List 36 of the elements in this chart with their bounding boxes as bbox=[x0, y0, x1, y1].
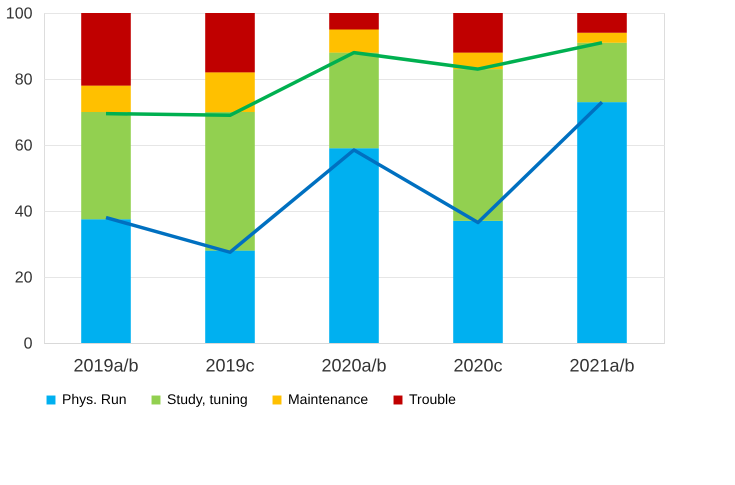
bar bbox=[329, 13, 379, 30]
x-tick-label: 2020a/b bbox=[321, 356, 387, 376]
bar bbox=[577, 32, 627, 43]
bar bbox=[205, 72, 255, 112]
bar bbox=[81, 112, 131, 220]
y-tick-label: 0 bbox=[24, 336, 33, 352]
x-tick-label: 2021a/b bbox=[569, 356, 635, 376]
bar bbox=[329, 148, 379, 343]
bar bbox=[453, 13, 503, 53]
legend-label: Trouble bbox=[409, 391, 456, 407]
legend-label: Phys. Run bbox=[62, 391, 127, 407]
bar bbox=[453, 220, 503, 343]
bar bbox=[577, 13, 627, 33]
bar bbox=[81, 86, 131, 112]
y-tick-label: 60 bbox=[14, 138, 33, 154]
line-series bbox=[104, 100, 604, 254]
bar bbox=[577, 102, 627, 343]
legend-label: Study, tuning bbox=[167, 391, 248, 407]
legend-label: Maintenance bbox=[288, 391, 368, 407]
line-series bbox=[104, 40, 604, 118]
y-tick-label: 100 bbox=[6, 6, 33, 22]
bar bbox=[205, 250, 255, 343]
x-tick-label: 2020c bbox=[453, 356, 503, 376]
y-tick-label: 40 bbox=[14, 204, 33, 220]
bar bbox=[329, 52, 379, 148]
bar bbox=[453, 69, 503, 221]
bar bbox=[577, 42, 627, 102]
bar bbox=[329, 30, 379, 53]
bar bbox=[81, 219, 131, 343]
x-tick-label: 2019a/b bbox=[73, 356, 139, 376]
x-tick-label: 2019c bbox=[205, 356, 255, 376]
bar bbox=[81, 13, 131, 86]
y-tick-label: 20 bbox=[14, 270, 33, 286]
bar bbox=[205, 13, 255, 72]
y-tick-label: 80 bbox=[14, 72, 33, 88]
bar bbox=[205, 112, 255, 251]
